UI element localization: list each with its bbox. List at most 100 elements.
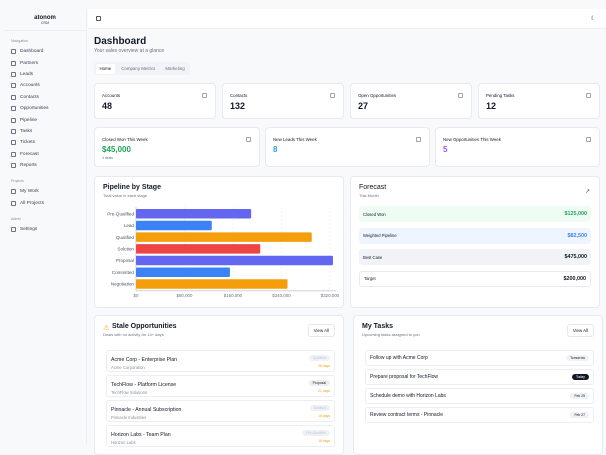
sidebar-item-my-work[interactable]: My Work bbox=[4, 186, 86, 197]
forecast-row-best-case: Best Case $475,000 bbox=[359, 249, 591, 265]
forecast-label: Closed Won bbox=[363, 211, 386, 217]
bar-proposal bbox=[136, 255, 333, 266]
stage-badge: Proposal bbox=[308, 380, 330, 386]
tasks-icon bbox=[11, 128, 16, 134]
weekly-card-closed-won-this-week[interactable]: Closed Won This Week $45,000 3 deals bbox=[94, 127, 260, 167]
tab-marketing[interactable]: Marketing bbox=[165, 66, 185, 71]
stat-card-open-opportunities[interactable]: Open Opportunities 27 bbox=[350, 83, 472, 119]
brand-sub: CRM bbox=[40, 21, 50, 25]
forecast-label: Best Case bbox=[363, 254, 383, 260]
stat-card-accounts[interactable]: Accounts 48 bbox=[94, 83, 216, 119]
stat-card-pending-tasks[interactable]: Pending Tasks 12 bbox=[478, 83, 600, 119]
pipeline-chart: $0 $80,000 $160,000 $240,000 $320,000 Pre-Qua… bbox=[107, 207, 340, 298]
accounts-icon bbox=[11, 83, 16, 89]
my-tasks-card: My Tasks Upcoming tasks assigned to you … bbox=[353, 315, 603, 455]
tasks-view-all-button[interactable]: View All bbox=[566, 324, 594, 337]
due-badge: Feb 25 bbox=[570, 393, 589, 399]
stat-value: 132 bbox=[230, 101, 246, 111]
task-item[interactable]: Prepare proposal for TechFlow Today bbox=[365, 369, 594, 385]
task-item[interactable]: Review contract terms - Pinnacle Feb 27 bbox=[365, 407, 594, 423]
user-plus-icon bbox=[416, 137, 421, 142]
y-tick-label: Pre-Qualified bbox=[107, 211, 134, 216]
forecast-row-target: Target $200,000 bbox=[359, 270, 591, 287]
stat-value: 12 bbox=[486, 101, 497, 111]
stat-label: Accounts bbox=[102, 93, 121, 98]
pipeline-subtitle: Total value in each stage bbox=[103, 193, 148, 198]
stat-value: 48 bbox=[102, 101, 113, 111]
sidebar-section-title: Admin bbox=[11, 217, 22, 222]
sidebar-item-label: Forecast bbox=[20, 151, 39, 157]
top-bar: ☾ bbox=[88, 9, 606, 29]
sidebar-item-label: Contacts bbox=[20, 94, 39, 100]
forecast-label: Target bbox=[364, 276, 376, 281]
weekly-card-new-opportunities-this-week[interactable]: New Opportunities This Week 5 bbox=[435, 127, 600, 167]
y-tick-label: Proposal bbox=[116, 258, 134, 263]
sidebar-item-opportunities[interactable]: Opportunities bbox=[4, 103, 86, 114]
opportunity-account: Acme Corporation bbox=[111, 365, 145, 370]
forecast-row-weighted-pipeline: Weighted Pipeline $82,500 bbox=[359, 227, 591, 244]
sidebar-item-forecast[interactable]: Forecast bbox=[4, 149, 86, 160]
x-tick-label: $0 bbox=[134, 293, 139, 298]
stale-opportunity-item[interactable]: TechFlow - Platform License TechFlow Solu… bbox=[106, 375, 335, 397]
sidebar-item-partners[interactable]: Partners bbox=[4, 57, 86, 68]
trending-up-icon: ↗ bbox=[584, 189, 590, 195]
warning-icon: ⚠ bbox=[103, 325, 110, 332]
tabs: Home Company Metrics Marketing bbox=[94, 62, 191, 75]
sidebar-item-tickets[interactable]: Tickets bbox=[4, 137, 86, 148]
sidebar-item-leads[interactable]: Leads bbox=[4, 69, 86, 80]
stale-opportunity-item[interactable]: Acme Corp - Enterprise Plan Acme Corporat… bbox=[106, 350, 335, 372]
sidebar-section-title: Navigation bbox=[11, 39, 28, 43]
stat-card-contacts[interactable]: Contacts 132 bbox=[222, 83, 344, 119]
stage-badge: Pre-Qualified bbox=[302, 430, 330, 436]
sidebar-item-label: Dashboard bbox=[20, 49, 44, 55]
rocket-icon bbox=[586, 137, 591, 142]
forecast-subtitle: This Month bbox=[359, 193, 379, 198]
days-stale: 18 days bbox=[318, 414, 330, 418]
y-tick-label: Committed bbox=[112, 270, 135, 275]
sidebar-item-settings[interactable]: Settings bbox=[4, 224, 86, 235]
users-icon bbox=[330, 93, 335, 98]
forecast-row-closed-won: Closed Won $125,000 bbox=[359, 206, 591, 222]
sidebar-item-dashboard[interactable]: Dashboard bbox=[4, 46, 86, 57]
stale-opportunity-item[interactable]: Horizon Labs - Team Plan Horizon Labs Pre-… bbox=[106, 425, 335, 447]
sidebar-item-tasks[interactable]: Tasks bbox=[4, 126, 86, 137]
sidebar-item-pipeline[interactable]: Pipeline bbox=[4, 114, 86, 125]
opportunity-account: Horizon Labs bbox=[111, 440, 136, 445]
sidebar-item-accounts[interactable]: Accounts bbox=[4, 80, 86, 91]
x-tick-label: $160,000 bbox=[224, 293, 243, 298]
sidebar-item-contacts[interactable]: Contacts bbox=[4, 92, 86, 103]
due-badge: Today bbox=[571, 374, 589, 380]
brand-logo[interactable]: atonom CRM bbox=[4, 9, 86, 31]
opportunity-name: Horizon Labs - Team Plan bbox=[111, 432, 171, 438]
sidebar-item-reports[interactable]: Reports bbox=[4, 160, 86, 171]
pipeline-title: Pipeline by Stage bbox=[103, 184, 161, 191]
opportunities-icon bbox=[11, 106, 16, 112]
stage-badge: Qualified bbox=[308, 355, 330, 361]
weekly-label: Closed Won This Week bbox=[102, 137, 148, 142]
bar-solution bbox=[136, 244, 261, 254]
sidebar-item-all-projects[interactable]: All Projects bbox=[4, 198, 86, 209]
stale-view-all-button[interactable]: View All bbox=[307, 324, 335, 337]
task-item[interactable]: Schedule demo with Horizon Labs Feb 25 bbox=[365, 388, 594, 404]
bar-lead bbox=[136, 220, 212, 231]
opportunity-name: Pinnacle - Annual Subscription bbox=[111, 407, 182, 413]
all-projects-icon bbox=[11, 200, 16, 206]
tab-company-metrics[interactable]: Company Metrics bbox=[121, 66, 156, 71]
task-item[interactable]: Follow up with Acme Corp Tomorrow bbox=[365, 350, 594, 366]
stat-label: Open Opportunities bbox=[358, 93, 397, 98]
sidebar-item-label: Tickets bbox=[20, 140, 36, 146]
tab-home[interactable]: Home bbox=[95, 63, 116, 74]
weekly-card-new-leads-this-week[interactable]: New Leads This Week 8 bbox=[265, 127, 430, 167]
bar-negotiation bbox=[136, 279, 288, 289]
forecast-card: Forecast This Month ↗ Closed Won $125,000… bbox=[350, 176, 600, 308]
pipeline-icon bbox=[11, 117, 16, 123]
sidebar-toggle-icon[interactable] bbox=[96, 16, 101, 21]
tasks-subtitle: Upcoming tasks assigned to you bbox=[362, 332, 420, 337]
leads-icon bbox=[11, 71, 16, 77]
y-tick-label: Lead bbox=[124, 223, 135, 228]
stale-opportunity-item[interactable]: Pinnacle - Annual Subscription Pinnacle I… bbox=[106, 400, 335, 422]
dashboard-icon bbox=[11, 49, 16, 55]
tasks-title: My Tasks bbox=[362, 323, 393, 330]
theme-toggle-moon-icon[interactable]: ☾ bbox=[590, 16, 596, 22]
stat-label: Pending Tasks bbox=[486, 93, 515, 98]
